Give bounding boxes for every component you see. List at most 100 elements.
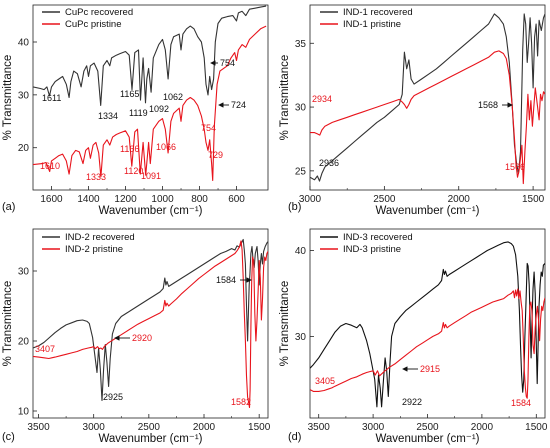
peak-label: 2925 bbox=[103, 392, 123, 402]
y-axis-label: % Transmittance bbox=[279, 55, 291, 141]
x-tick-label: 800 bbox=[191, 194, 208, 205]
legend-entry: CuPc pristine bbox=[65, 19, 122, 30]
x-tick-label: 1200 bbox=[114, 194, 137, 205]
series-line-pristine bbox=[33, 25, 267, 182]
y-axis-label: % Transmittance bbox=[2, 55, 14, 141]
peak-label: 1120 bbox=[124, 166, 143, 176]
plot-frame bbox=[32, 4, 269, 191]
y-axis-label: % Transmittance bbox=[2, 281, 14, 367]
x-axis-label: Wavenumber (cm⁻¹) bbox=[375, 433, 479, 445]
peak-label: 1568 bbox=[478, 100, 498, 110]
x-tick-label: 2500 bbox=[138, 422, 161, 433]
peak-label: 2922 bbox=[402, 397, 422, 407]
peak-label: 2915 bbox=[420, 364, 440, 374]
y-tick-label: 40 bbox=[295, 246, 307, 257]
x-axis-label: Wavenumber (cm⁻¹) bbox=[375, 205, 479, 217]
peak-label: 2936 bbox=[319, 158, 339, 168]
x-tick-label: 3500 bbox=[308, 422, 331, 433]
peak-label: 2934 bbox=[312, 94, 332, 104]
peak-label: 1582 bbox=[231, 397, 251, 407]
series-line-pristine bbox=[310, 288, 545, 399]
legend-entry: IND-3 recovered bbox=[343, 232, 413, 243]
peak-label: 1092 bbox=[149, 104, 169, 114]
legend-entry: IND-2 pristine bbox=[65, 244, 123, 255]
x-tick-label: 1500 bbox=[522, 194, 545, 205]
peak-label: 1333 bbox=[86, 172, 106, 182]
series-line-pristine bbox=[310, 50, 545, 185]
y-tick-label: 30 bbox=[18, 267, 30, 278]
x-axis-label: Wavenumber (cm⁻¹) bbox=[98, 433, 202, 445]
x-tick-label: 1000 bbox=[151, 194, 174, 205]
x-tick-label: 1500 bbox=[248, 422, 271, 433]
x-tick-label: 600 bbox=[228, 194, 245, 205]
legend-entry: IND-2 recovered bbox=[65, 232, 135, 243]
peak-label: 1119 bbox=[129, 108, 148, 118]
x-tick-label: 1500 bbox=[525, 422, 548, 433]
peak-label: 1566 bbox=[505, 162, 525, 172]
y-tick-label: 20 bbox=[18, 337, 30, 348]
peak-label: 754 bbox=[220, 58, 235, 68]
peak-label: 724 bbox=[231, 100, 246, 110]
panel-label: (b) bbox=[288, 201, 301, 213]
peak-label: 754 bbox=[201, 123, 216, 133]
peak-label: 1611 bbox=[42, 93, 61, 103]
y-axis-label: % Transmittance bbox=[279, 281, 291, 367]
series-line-recovered bbox=[33, 238, 268, 402]
x-tick-label: 3000 bbox=[83, 422, 106, 433]
legend-entry: CuPc recovered bbox=[65, 7, 133, 18]
y-tick-label: 40 bbox=[18, 38, 30, 49]
x-tick-label: 1600 bbox=[40, 194, 63, 205]
panel-label: (c) bbox=[2, 431, 15, 443]
y-tick-label: 10 bbox=[18, 407, 30, 418]
x-axis-label: Wavenumber (cm⁻¹) bbox=[98, 205, 202, 217]
panel-b: 3000 2500 2000 1500 25 30 35 Wavenumber (cm⁻¹)%… bbox=[279, 4, 546, 217]
peak-label: 1091 bbox=[141, 171, 161, 181]
x-tick-label: 2000 bbox=[193, 422, 216, 433]
peak-label: 3407 bbox=[35, 344, 55, 354]
panel-d: 3500 3000 2500 2000 1500 30 40 Wavenumber (cm⁻¹… bbox=[279, 228, 548, 445]
series-line-pristine bbox=[33, 240, 268, 409]
panel-c: 3500 3000 2500 2000 1500 10 20 30 Wavenumber (cm… bbox=[2, 228, 271, 445]
legend-entry: IND-1 recovered bbox=[343, 7, 413, 18]
peak-label: 1584 bbox=[511, 398, 531, 408]
y-tick-label: 35 bbox=[295, 39, 307, 50]
y-tick-label: 30 bbox=[18, 90, 30, 101]
peak-label: 1066 bbox=[156, 142, 176, 152]
legend-entry: IND-1 pristine bbox=[343, 19, 401, 30]
plot-frame bbox=[309, 4, 546, 191]
panel-label: (a) bbox=[2, 201, 15, 213]
series-line-recovered bbox=[33, 5, 267, 106]
y-tick-label: 30 bbox=[295, 103, 307, 114]
y-tick-label: 25 bbox=[295, 166, 307, 177]
series-line-recovered bbox=[310, 13, 545, 182]
series-line-recovered bbox=[310, 241, 545, 408]
x-tick-label: 2000 bbox=[448, 194, 471, 205]
x-tick-label: 3000 bbox=[362, 422, 385, 433]
x-tick-label: 3500 bbox=[27, 422, 50, 433]
peak-label: 1334 bbox=[98, 111, 118, 121]
peak-label: 1166 bbox=[120, 144, 139, 154]
peak-label: 729 bbox=[208, 150, 223, 160]
plot-frame bbox=[32, 228, 269, 419]
y-tick-label: 20 bbox=[18, 143, 30, 154]
peak-label: 1165 bbox=[120, 89, 139, 99]
peak-label: 1062 bbox=[163, 92, 183, 102]
legend-entry: IND-3 pristine bbox=[343, 244, 401, 255]
x-tick-label: 1400 bbox=[77, 194, 100, 205]
x-tick-label: 2000 bbox=[471, 422, 494, 433]
x-tick-label: 2500 bbox=[373, 194, 396, 205]
y-tick-label: 30 bbox=[295, 332, 307, 343]
peak-label: 2920 bbox=[132, 333, 152, 343]
peak-label: 1584 bbox=[216, 275, 236, 285]
x-tick-label: 2500 bbox=[416, 422, 439, 433]
peak-label: 3405 bbox=[315, 376, 335, 386]
panel-label: (d) bbox=[288, 431, 301, 443]
panel-a: 1600 1400 1200 1000 800 600 20 30 40 Wavenumber (… bbox=[2, 4, 269, 217]
x-tick-label: 3000 bbox=[299, 194, 322, 205]
peak-label: 1610 bbox=[40, 161, 60, 171]
